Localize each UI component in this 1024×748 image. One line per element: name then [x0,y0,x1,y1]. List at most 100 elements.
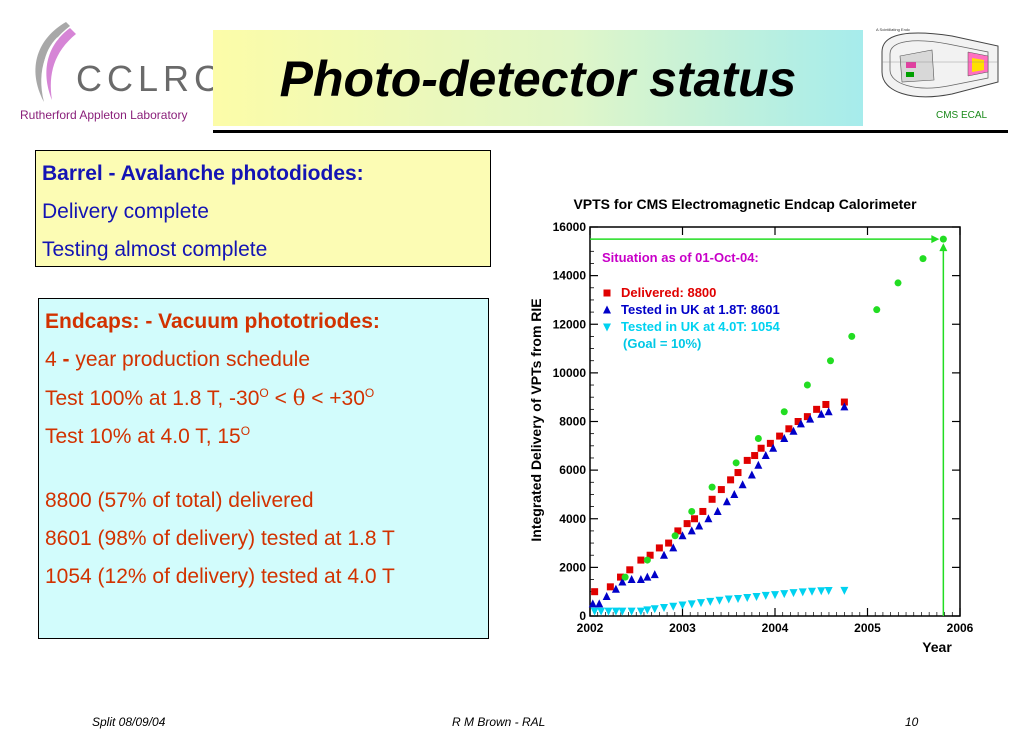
data-point-series-1 [588,599,597,608]
schedule-num: 4 [45,348,57,371]
data-point-series-1 [806,414,815,423]
test2-degree: O [240,424,251,438]
test1-text-2: < +30 [305,387,365,410]
y-tick-label: 10000 [553,366,587,380]
y-tick-label: 8000 [559,415,586,429]
data-point-series-1 [730,489,739,498]
data-point-series-0 [794,418,802,425]
data-point-series-0 [699,507,707,515]
goal-arrow-up [939,243,948,252]
barrel-line-testing: Testing almost complete [42,238,268,261]
data-point-series-2 [798,588,807,597]
data-point-series-2 [604,607,613,616]
data-point-series-1 [643,572,652,581]
data-point-series-2 [650,605,659,614]
data-point-series-3 [919,255,927,263]
data-point-series-2 [590,607,599,616]
ecal-small-label: A Scintillating Endc [876,27,911,32]
data-point-series-2 [840,586,849,595]
endcaps-schedule: 4 - year production schedule [45,341,482,379]
data-point-series-2 [789,589,798,598]
barrel-heading: Barrel - Avalanche photodiodes: [42,162,364,185]
legend-label: Tested in UK at 4.0T: 1054 [621,319,780,334]
data-point-series-1 [650,570,659,579]
data-point-series-1 [796,419,805,428]
x-tick-label: 2002 [577,621,604,635]
endcaps-test-1: Test 100% at 1.8 T, -30O < θ < +30O [45,379,482,418]
data-point-series-1 [713,506,722,515]
data-point-series-0 [757,444,765,452]
data-point-series-2 [611,607,620,616]
data-point-series-0 [776,432,784,440]
legend-situation: Situation as of 01-Oct-04: [602,250,759,265]
legend-marker [603,323,611,332]
chart-legend: Situation as of 01-Oct-04: Delivered: 880… [602,250,780,351]
x-tick-label: 2004 [762,621,789,635]
data-point-series-2 [618,607,627,616]
data-point-series-0 [691,515,699,523]
data-point-series-1 [687,526,696,535]
data-point-series-1 [769,443,778,452]
data-point-series-1 [695,521,704,530]
data-point-series-1 [595,599,604,608]
data-point-series-1 [669,543,678,552]
footer-page-number: 10 [905,715,919,729]
y-tick-label: 16000 [553,220,587,234]
chart-marks [588,235,948,616]
data-point-series-2 [697,599,705,608]
barrel-box: Barrel - Avalanche photodiodes: Delivery… [35,150,491,267]
data-point-series-0 [626,566,634,574]
data-point-series-2 [706,597,715,606]
endcaps-stat-tested-40: 1054 (12% of delivery) tested at 4.0 T [45,565,395,588]
y-tick-label: 12000 [553,317,587,331]
barrel-line-delivery: Delivery complete [42,200,209,223]
logo-subtitle: Rutherford Appleton Laboratory [20,108,188,122]
header-rule [213,130,1008,133]
chart-axes: 0 2000 4000 6000 8000 10000 12000 14000 16000 200… [553,220,974,635]
test1-degree: O [259,386,269,400]
data-point-series-3 [803,381,811,389]
data-point-series-1 [722,497,731,506]
data-point-series-1 [754,460,763,469]
cclrc-logo: CCLRC Rutherford Appleton Laboratory [18,18,220,128]
theta-symbol: θ [292,386,306,410]
data-point-series-2 [715,596,724,605]
data-point-series-2 [669,602,678,611]
data-point-series-0 [727,476,735,484]
test1-text: Test 100% at 1.8 T, -30 [45,387,260,410]
endcaps-stat-delivered: 8800 (57% of total) delivered [45,489,314,512]
data-point-series-0 [822,400,830,408]
data-point-series-1 [678,531,687,540]
data-point-series-1 [780,434,789,443]
test2-text: Test 10% at 4.0 T, 15 [45,425,241,448]
data-point-series-2 [627,607,636,616]
data-point-series-1 [817,409,826,418]
endcaps-box: Endcaps: - Vacuum phototriodes: 4 - year… [38,298,489,639]
data-point-series-0 [683,520,691,528]
data-point-series-0 [766,439,774,447]
data-point-series-3 [643,556,651,564]
x-tick-label: 2005 [854,621,881,635]
data-point-series-1 [761,451,770,460]
page-title: Photo-detector status [279,51,797,107]
data-point-series-0 [708,495,716,503]
data-point-series-2 [780,590,789,599]
data-point-series-2 [678,601,687,610]
data-point-series-3 [939,235,947,243]
data-point-series-2 [743,594,752,603]
data-point-series-2 [734,594,742,603]
data-point-series-0 [785,425,793,433]
chart-y-label: Integrated Delivery of VPTs from RIE [528,298,544,541]
data-point-series-2 [752,593,761,602]
data-point-series-0 [655,544,663,552]
cclrc-swoosh-icon [35,22,76,102]
spacer [45,456,482,482]
data-point-series-0 [813,405,821,413]
data-point-series-0 [803,413,811,421]
data-point-series-2 [636,607,645,616]
footer-author: R M Brown - RAL [452,715,546,729]
y-tick-label: 6000 [559,463,586,477]
y-tick-label: 0 [579,609,586,623]
schedule-rest: year production schedule [75,348,311,371]
legend-label: Delivered: 8800 [621,285,716,300]
